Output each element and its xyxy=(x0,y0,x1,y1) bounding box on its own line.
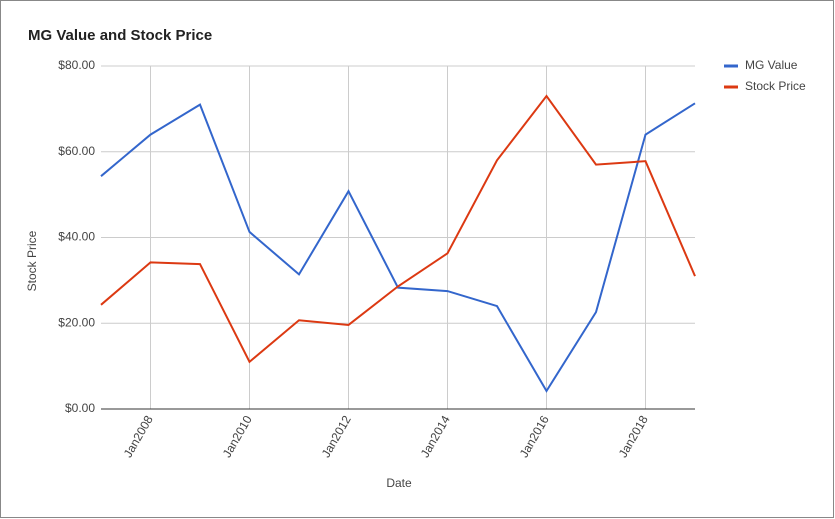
y-tick-label: $0.00 xyxy=(65,401,95,415)
x-axis-title: Date xyxy=(386,476,412,490)
legend-label: MG Value xyxy=(745,58,798,72)
chart-title: MG Value and Stock Price xyxy=(28,27,212,44)
y-tick-label: $40.00 xyxy=(58,230,95,244)
y-tick-label: $20.00 xyxy=(58,315,95,329)
y-axis-title: Stock Price xyxy=(25,230,39,291)
series-line xyxy=(100,94,696,364)
series-line xyxy=(100,102,696,393)
legend-label: Stock Price xyxy=(745,79,806,93)
y-tick-label: $80.00 xyxy=(58,58,95,72)
y-tick-label: $60.00 xyxy=(58,144,95,158)
